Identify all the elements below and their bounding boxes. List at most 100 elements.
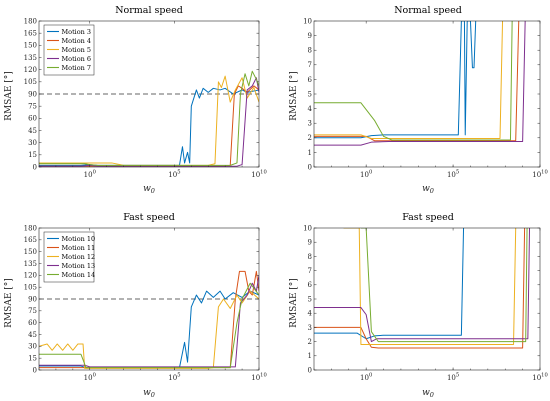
y-tick-label: 30 (28, 343, 37, 351)
plot-area (39, 270, 259, 369)
panel-title: Normal speed (115, 5, 183, 16)
y-tick-label: 9 (308, 32, 312, 40)
panel-title: Fast speed (402, 212, 454, 223)
y-axis-label: RMSAE [°] (4, 278, 14, 328)
series-line-motion-2 (314, 228, 526, 349)
x-tick-label: 1010 (532, 373, 548, 383)
legend-label: Motion 6 (62, 55, 92, 63)
x-axis-label: w0 (143, 388, 155, 399)
y-axis-label: RMSAE [°] (289, 278, 299, 328)
series-line-motion-3 (39, 87, 259, 166)
x-tick-label: 100 (360, 170, 372, 180)
y-tick-label: 8 (308, 253, 312, 261)
series-group (314, 228, 531, 349)
series-line-motion-5 (314, 21, 513, 141)
y-tick-label: 1 (308, 352, 312, 360)
panel-fast-speed-zoomed: Fast speed RMSAE [°] w0 0 1 2 3 4 5 6 7 8 9 10 100 1… (289, 212, 548, 399)
y-tick-label: 30 (28, 139, 37, 147)
series-line-motion-1 (314, 228, 465, 340)
y-tick-label: 150 (24, 42, 37, 50)
axes-frame (313, 227, 541, 371)
plot-area (39, 70, 259, 167)
series-group (39, 270, 259, 369)
legend-label: Motion 10 (62, 235, 96, 243)
y-tick-label: 4 (308, 105, 313, 113)
series-line-motion-7 (39, 70, 259, 166)
y-tick-label: 1 (308, 149, 312, 157)
x-axis-label: w0 (422, 184, 434, 195)
x-tick-label: 100 (84, 170, 96, 180)
y-tick-label: 180 (24, 224, 37, 232)
legend-label: Motion 5 (62, 46, 92, 54)
panel-normal-speed-zoomed: Normal speed RMSAE [°] w0 01234567891010… (289, 5, 548, 195)
y-tick-label: 9 (308, 239, 312, 247)
series-line-motion-6 (39, 77, 259, 167)
y-tick-label: 120 (24, 66, 37, 74)
y-tick-label: 165 (24, 236, 37, 244)
y-tick-label: 60 (28, 115, 37, 123)
y-tick-label: 0 (33, 366, 37, 374)
series-line-motion-3 (343, 228, 517, 345)
y-tick-label: 15 (28, 151, 37, 159)
panel-normal-speed-full-range: Normal speed RMSAE [°] w0 0 15 30 45 60 75 90 1… (4, 5, 267, 195)
y-tick-label: 10 (303, 17, 312, 25)
series-line-motion-5 (360, 228, 528, 343)
y-tick-label: 3 (308, 120, 312, 128)
legend-label: Motion 11 (62, 244, 96, 252)
y-tick-label: 150 (24, 248, 37, 256)
legend-label: Motion 3 (62, 28, 92, 36)
y-tick-label: 0 (308, 366, 312, 374)
y-tick-label: 75 (28, 103, 37, 111)
y-axis-label: RMSAE [°] (4, 71, 14, 121)
x-tick-label: 1010 (251, 170, 267, 180)
series-line-motion-14 (39, 282, 259, 369)
series-line-motion-2 (314, 21, 520, 142)
legend-label: Motion 4 (62, 37, 92, 45)
y-tick-label: 7 (308, 267, 312, 275)
y-tick-label: 2 (308, 338, 312, 346)
y-tick-label: 90 (28, 90, 37, 98)
y-tick-label: 105 (24, 78, 37, 86)
y-tick-label: 8 (308, 47, 312, 55)
y-tick-label: 135 (24, 54, 37, 62)
y-tick-label: 75 (28, 307, 37, 315)
y-tick-label: 6 (308, 76, 313, 84)
x-tick-label: 105 (168, 373, 180, 383)
x-tick-label: 1010 (251, 373, 267, 383)
panel-fast-speed-full-range: Fast speed RMSAE [°] w0 0 15 30 45 60 75 90 105… (4, 212, 267, 399)
series-line-motion-1 (314, 21, 477, 139)
y-tick-label: 5 (308, 90, 312, 98)
panel-title: Normal speed (394, 5, 462, 16)
x-tick-label: 1010 (532, 170, 548, 180)
y-tick-label: 5 (308, 295, 312, 303)
y-tick-label: 180 (24, 17, 37, 25)
series-line-motion-13 (39, 275, 259, 368)
legend-label: Motion 12 (62, 253, 96, 261)
y-tick-label: 105 (24, 284, 37, 292)
series-line-motion-4 (314, 21, 526, 146)
y-tick-label: 4 (308, 310, 313, 318)
series-line-motion-5 (39, 75, 259, 166)
y-tick-label: 45 (28, 331, 37, 339)
y-tick-label: 3 (308, 324, 312, 332)
y-tick-label: 90 (28, 295, 37, 303)
y-tick-label: 0 (308, 163, 312, 171)
x-axis-label: w0 (422, 388, 434, 399)
y-tick-label: 6 (308, 281, 313, 289)
x-axis-label: w0 (143, 184, 155, 195)
y-tick-label: 120 (24, 272, 37, 280)
series-group (39, 70, 259, 167)
x-tick-label: 105 (168, 170, 180, 180)
series-group (314, 21, 526, 146)
y-axis-label: RMSAE [°] (289, 71, 299, 121)
plot-area (314, 21, 526, 146)
legend-label: Motion 13 (62, 262, 96, 270)
x-tick-label: 105 (447, 170, 459, 180)
y-tick-label: 10 (303, 224, 312, 232)
y-tick-label: 0 (33, 163, 37, 171)
series-line-motion-4 (314, 228, 531, 343)
series-line-motion-12 (39, 290, 259, 369)
series-line-motion-4 (39, 85, 259, 167)
